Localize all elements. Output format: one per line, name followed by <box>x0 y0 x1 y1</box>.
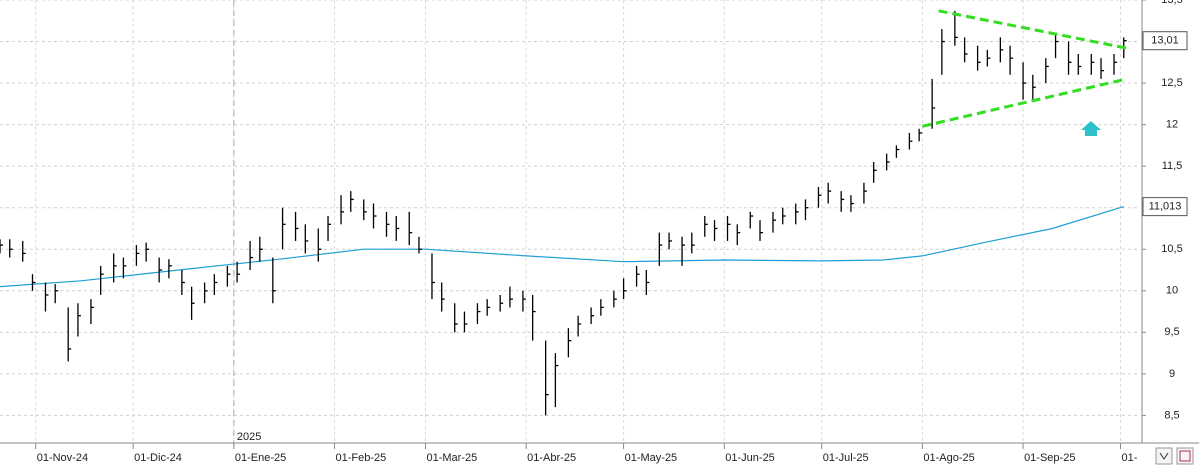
price-label-box <box>1142 197 1188 217</box>
y-tick-label: 8,5 <box>1164 409 1179 421</box>
x-tick-label: 01-Ene-25 <box>235 452 286 464</box>
price-label-box <box>1142 31 1188 51</box>
y-tick-label: 12,5 <box>1161 77 1182 89</box>
y-tick-label: 9 <box>1169 368 1175 380</box>
button[interactable] <box>1176 447 1194 465</box>
y-tick-label: 10 <box>1166 285 1178 297</box>
y-tick-label: 9,5 <box>1164 326 1179 338</box>
trendline <box>922 77 1128 128</box>
button-icon <box>1159 452 1169 460</box>
x-tick-label: 01-Ago-25 <box>923 452 974 464</box>
x-tick-label: 01-Nov-24 <box>37 452 88 464</box>
x-tick-label: 01-Sep-25 <box>1024 452 1075 464</box>
x-tick-label: 01-Feb-25 <box>336 452 387 464</box>
price-label: 11,013 <box>1149 201 1182 213</box>
button-icon <box>1179 450 1191 462</box>
y-tick-label: 12 <box>1166 119 1178 131</box>
moving-average-line <box>0 206 1124 288</box>
arrow-icon <box>1081 121 1101 136</box>
y-tick-label: 11,5 <box>1162 160 1183 172</box>
x-tick-label: 01- <box>1122 452 1138 464</box>
x-tick-label: 01-May-25 <box>625 452 678 464</box>
price-label: 13,01 <box>1151 35 1179 47</box>
trendline <box>938 9 1128 50</box>
y-tick-label: 13,5 <box>1161 0 1182 6</box>
x-tick-label: 01-Abr-25 <box>527 452 576 464</box>
x-tick-label: 01-Mar-25 <box>426 452 477 464</box>
year-marker-label: 2025 <box>237 431 261 443</box>
y-tick-label: 10,5 <box>1161 243 1182 255</box>
button[interactable] <box>1155 447 1173 465</box>
x-tick-label: 01-Dic-24 <box>134 452 182 464</box>
plot <box>0 0 1140 450</box>
x-tick-label: 01-Jun-25 <box>725 452 775 464</box>
x-tick-label: 01-Jul-25 <box>823 452 869 464</box>
